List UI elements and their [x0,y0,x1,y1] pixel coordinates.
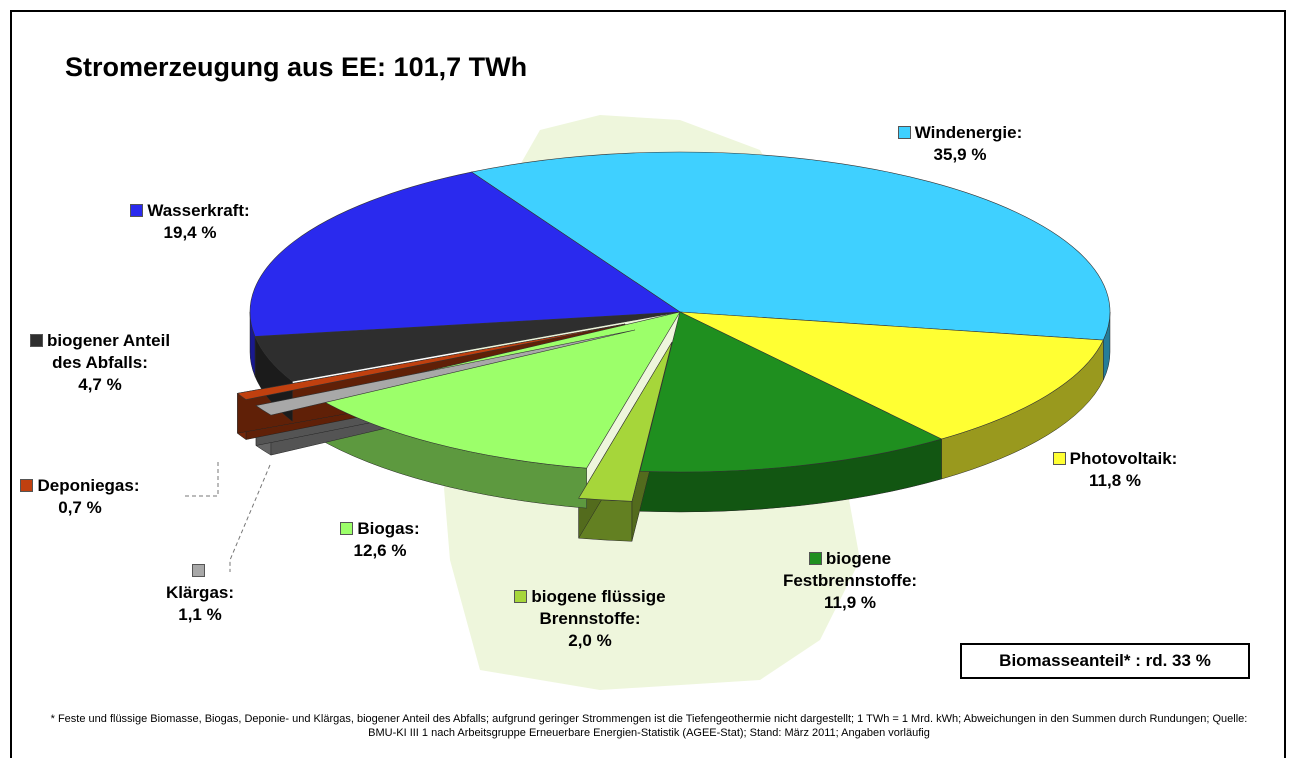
category-label: Wasserkraft: [147,201,250,220]
leader-line [182,462,219,497]
value-label: 1,1 % [178,605,222,624]
category-label: Deponiegas: [37,476,140,495]
slice-shade [941,340,1104,480]
pie [236,151,1111,542]
slice-label: biogene flüssige Brennstoffe: 2,0 % [490,586,690,652]
legend-swatch [897,126,911,139]
chart-title: Stromerzeugung aus EE: 101,7 TWh [65,52,528,82]
slice-label: Photovoltaik: 11,8 % [1040,448,1190,492]
legend-swatch [130,204,144,217]
slice [315,311,681,469]
slice [249,171,681,337]
slice [578,341,673,502]
slice-shade [315,397,587,509]
slice-label: Deponiegas: 0,7 % [15,475,145,519]
category-label: Photovoltaik: [1069,449,1178,468]
category-label: Biogas: [357,519,420,538]
value-label: 11,8 % [1089,471,1141,490]
annotation: Biomasseanteil* : rd. 33 % [960,643,1250,679]
slice-shade [639,439,942,513]
slice-label: Biogas: 12,6 % [335,518,425,562]
category-label: biogener Anteil des Abfalls: [46,331,171,372]
category-label: biogene flüssige Brennstoffe: [531,587,666,628]
value-label: 2,0 % [568,631,612,650]
legend-swatch [340,522,354,535]
value-label: 12,6 % [353,541,407,560]
slice [639,311,943,473]
slice-label: biogener Anteil des Abfalls: 4,7 % [20,330,180,396]
legend-swatch [191,564,205,577]
slice-shade [1103,312,1110,381]
slice [470,151,1111,341]
slice [679,311,1104,440]
leader-line [229,464,271,572]
frame [10,10,1286,758]
category-label: Klärgas: [165,583,235,602]
category-label: biogene Festbrennstoffe: [782,549,918,590]
slice [255,329,636,416]
value-label: 4,7 % [78,375,122,394]
legend-swatch [20,479,34,492]
value-label: 19,4 % [163,223,217,242]
slice-label: Windenergie: 35,9 % [870,122,1050,166]
value-label: 11,9 % [824,593,876,612]
slice-label: biogene Festbrennstoffe: 11,9 % [750,548,950,614]
value-label: 35,9 % [933,145,987,164]
slice-label: Klärgas: 1,1 % [160,560,240,626]
slice-label: Wasserkraft: 19,4 % [105,200,275,244]
slice [236,323,626,400]
slice-shade [250,312,256,377]
legend-swatch [514,590,528,603]
value-label: 0,7 % [58,498,102,517]
legend-swatch [1052,452,1066,465]
footnote: * Feste und flüssige Biomasse, Biogas, D… [50,713,1248,739]
legend-swatch [808,552,822,565]
category-label: Windenergie: [914,123,1023,142]
legend-swatch [29,334,43,347]
